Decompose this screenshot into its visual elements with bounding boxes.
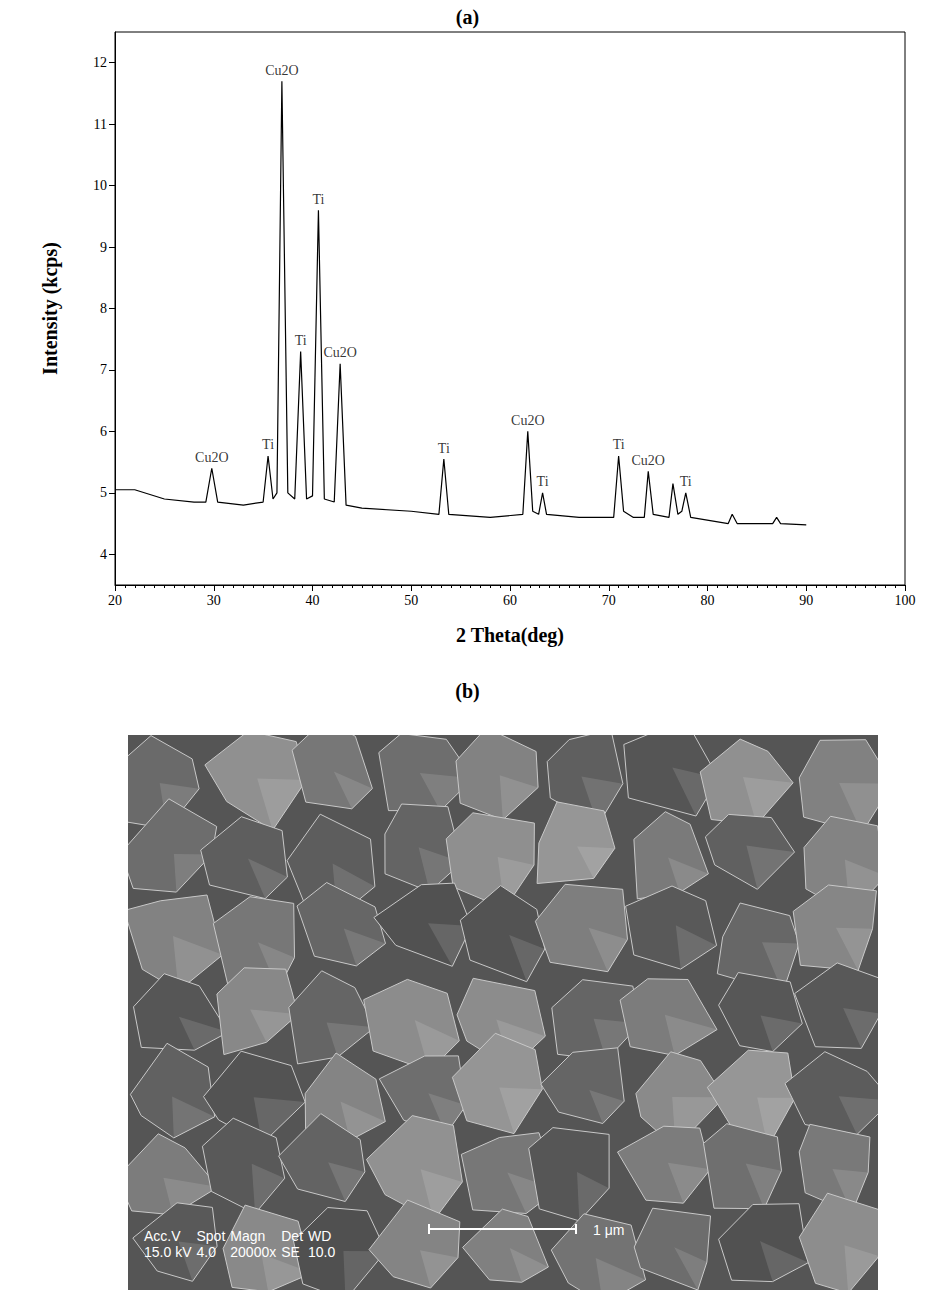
svg-text:Ti: Ti — [438, 441, 450, 456]
svg-text:10: 10 — [93, 178, 107, 193]
svg-text:20: 20 — [108, 593, 122, 608]
svg-text:100: 100 — [895, 593, 916, 608]
svg-text:7: 7 — [100, 362, 107, 377]
svg-text:(a): (a) — [456, 6, 479, 29]
svg-text:Cu2O: Cu2O — [323, 345, 356, 360]
html-text:1 μm: 1 μm — [593, 1222, 625, 1238]
svg-text:Cu2O: Cu2O — [632, 453, 665, 468]
svg-text:Cu2O: Cu2O — [511, 413, 544, 428]
svg-text:30: 30 — [207, 593, 221, 608]
svg-text:Ti: Ti — [537, 474, 549, 489]
svg-text:11: 11 — [94, 117, 107, 132]
html-text:10.0: 10.0 — [308, 1244, 336, 1260]
svg-text:Ti: Ti — [680, 474, 692, 489]
svg-text:50: 50 — [404, 593, 418, 608]
html-text:Det WD: Det WD — [281, 1228, 332, 1244]
svg-text:Intensity (kcps): Intensity (kcps) — [39, 242, 62, 375]
svg-text:Ti: Ti — [295, 333, 307, 348]
svg-text:40: 40 — [306, 593, 320, 608]
html-text:Acc.V: Acc.V — [144, 1228, 181, 1244]
svg-text:2 Theta(deg): 2 Theta(deg) — [456, 624, 564, 647]
html-text:15.0 kV 4.0: 15.0 kV 4.0 — [144, 1244, 216, 1260]
svg-text:8: 8 — [100, 301, 107, 316]
svg-text:Cu2O: Cu2O — [265, 63, 298, 78]
svg-text:Cu2O: Cu2O — [195, 450, 228, 465]
svg-text:70: 70 — [602, 593, 616, 608]
svg-text:9: 9 — [100, 240, 107, 255]
svg-text:6: 6 — [100, 424, 107, 439]
svg-text:60: 60 — [503, 593, 517, 608]
svg-text:12: 12 — [93, 55, 107, 70]
svg-text:Ti: Ti — [262, 437, 274, 452]
svg-text:5: 5 — [100, 485, 107, 500]
html-text:Spot Magn: Spot Magn — [196, 1228, 266, 1244]
html-text:20000x SE: 20000x SE — [230, 1244, 300, 1260]
svg-text:4: 4 — [100, 547, 107, 562]
svg-text:Ti: Ti — [613, 437, 625, 452]
svg-text:90: 90 — [799, 593, 813, 608]
html-text:(b): (b) — [455, 680, 480, 702]
svg-text:80: 80 — [701, 593, 715, 608]
svg-text:Ti: Ti — [312, 192, 324, 207]
